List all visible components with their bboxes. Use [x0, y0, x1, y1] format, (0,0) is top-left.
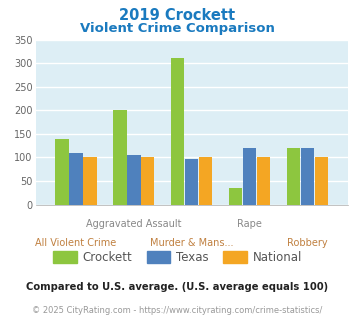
Bar: [113, 110, 127, 205]
Bar: [229, 188, 242, 205]
Text: © 2025 CityRating.com - https://www.cityrating.com/crime-statistics/: © 2025 CityRating.com - https://www.city…: [32, 306, 323, 315]
Text: Violent Crime Comparison: Violent Crime Comparison: [80, 22, 275, 35]
Text: 2019 Crockett: 2019 Crockett: [119, 8, 236, 23]
Bar: [141, 157, 154, 205]
Bar: [243, 148, 256, 205]
Bar: [257, 157, 270, 205]
Bar: [83, 157, 97, 205]
Bar: [301, 148, 314, 205]
Bar: [315, 157, 328, 205]
Bar: [127, 155, 141, 205]
Legend: Crockett, Texas, National: Crockett, Texas, National: [53, 251, 302, 264]
Text: All Violent Crime: All Violent Crime: [36, 238, 117, 248]
Bar: [185, 159, 198, 205]
Text: Robbery: Robbery: [287, 238, 328, 248]
Bar: [199, 157, 212, 205]
Bar: [171, 58, 185, 205]
Bar: [69, 153, 83, 205]
Text: Compared to U.S. average. (U.S. average equals 100): Compared to U.S. average. (U.S. average …: [26, 282, 329, 292]
Text: Murder & Mans...: Murder & Mans...: [150, 238, 234, 248]
Text: Rape: Rape: [237, 219, 262, 229]
Bar: [55, 139, 69, 205]
Bar: [287, 148, 300, 205]
Text: Aggravated Assault: Aggravated Assault: [86, 219, 182, 229]
